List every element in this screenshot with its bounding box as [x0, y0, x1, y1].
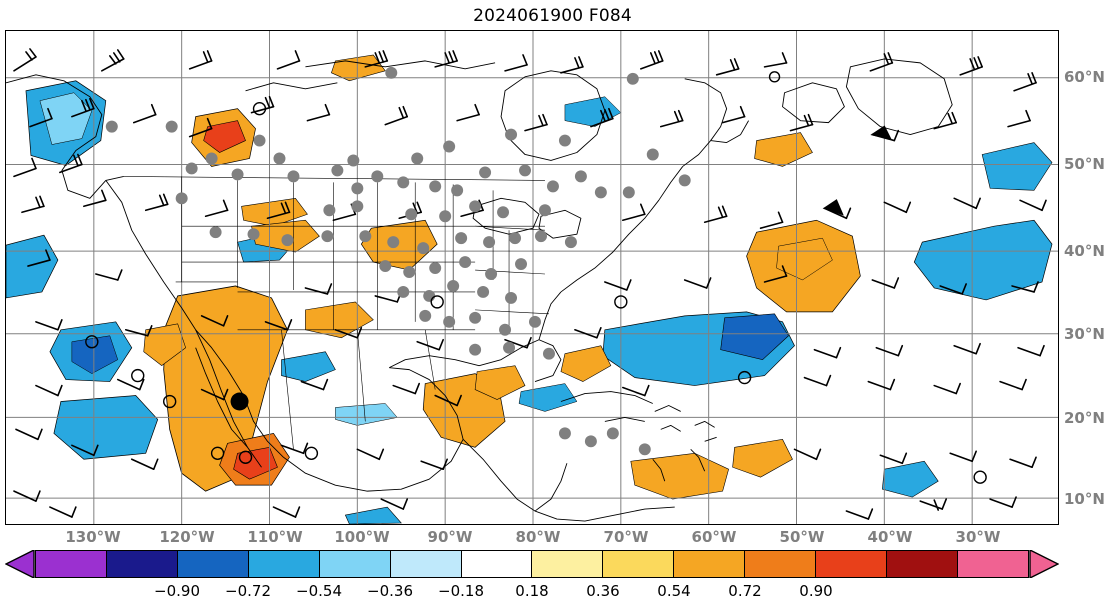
- map-panel[interactable]: [5, 30, 1059, 525]
- colorbar-tick-label: −0.54: [296, 582, 342, 600]
- lon-label: 30°W: [955, 528, 1001, 546]
- lon-label: 60°W: [691, 528, 737, 546]
- colorbar-cell: [461, 551, 533, 577]
- colorbar-cell: [319, 551, 391, 577]
- colorbar-cell: [603, 551, 675, 577]
- colorbar-extend-high: [1029, 550, 1059, 578]
- colorbar-cell: [248, 551, 320, 577]
- colorbar-cell: [674, 551, 746, 577]
- coastlines: [6, 58, 953, 522]
- lon-label: 130°W: [65, 528, 121, 546]
- anomaly-shading: [6, 54, 1053, 524]
- lat-label: 10°N: [1064, 490, 1105, 508]
- colorbar-cell: [390, 551, 462, 577]
- lat-label: 40°N: [1064, 242, 1105, 260]
- lat-label: 30°N: [1064, 325, 1105, 343]
- colorbar-cell: [816, 551, 888, 577]
- lat-label: 20°N: [1064, 409, 1105, 427]
- colorbar: −0.90 −0.72 −0.54 −0.36 −0.18 0.18 0.36 0.54 0.7…: [5, 550, 1059, 600]
- station-markers: [85, 66, 987, 484]
- colorbar-cell: [532, 551, 604, 577]
- lon-label: 50°W: [779, 528, 825, 546]
- highlight-station-marker: [230, 392, 249, 411]
- colorbar-cell: [887, 551, 958, 577]
- colorbar-tick-label: −0.72: [225, 582, 271, 600]
- colorbar-cell: [106, 551, 178, 577]
- lon-label: 100°W: [334, 528, 390, 546]
- colorbar-tick-label: −0.18: [438, 582, 484, 600]
- wind-barbs: [13, 48, 1047, 520]
- graticule: [6, 31, 1058, 524]
- colorbar-tick-label: −0.90: [154, 582, 200, 600]
- colorbar-cell: [177, 551, 249, 577]
- lon-label: 90°W: [427, 528, 473, 546]
- colorbar-tick-label: −0.36: [367, 582, 413, 600]
- colorbar-cell: [36, 551, 107, 577]
- lon-label: 40°W: [867, 528, 913, 546]
- colorbar-cell: [957, 551, 1028, 577]
- lon-label: 110°W: [247, 528, 303, 546]
- lat-label: 50°N: [1064, 155, 1105, 173]
- lat-label: 60°N: [1064, 68, 1105, 86]
- lon-label: 120°W: [159, 528, 215, 546]
- colorbar-scale: [35, 550, 1029, 578]
- colorbar-tick-label: 0.36: [586, 582, 620, 600]
- colorbar-tick-label: 0.18: [515, 582, 549, 600]
- map-canvas: [6, 31, 1058, 524]
- lon-label: 80°W: [515, 528, 561, 546]
- colorbar-tick-label: 0.54: [657, 582, 691, 600]
- page-title: 2024061900 F084: [473, 6, 632, 26]
- colorbar-tick-label: 0.72: [728, 582, 762, 600]
- colorbar-extend-low: [5, 550, 35, 578]
- colorbar-tick-label: 0.90: [799, 582, 833, 600]
- lon-label: 70°W: [603, 528, 649, 546]
- colorbar-cell: [745, 551, 817, 577]
